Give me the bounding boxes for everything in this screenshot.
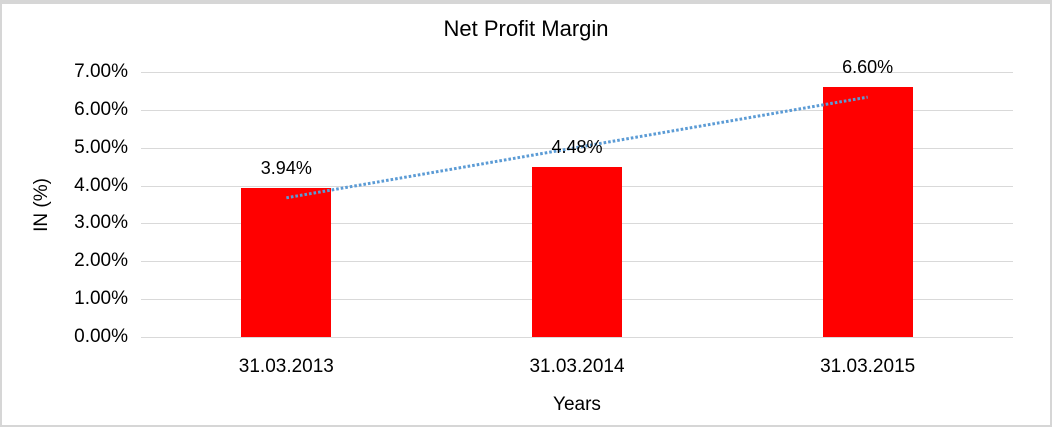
gridline: [141, 109, 1013, 111]
x-axis-title: Years: [553, 394, 601, 415]
y-tick-label: 3.00%: [74, 212, 128, 234]
gridline: [141, 72, 1013, 73]
x-category-label: 31.03.2013: [238, 356, 334, 377]
y-tick-label: 5.00%: [74, 136, 128, 158]
x-category-label: 31.03.2015: [820, 356, 916, 377]
gridline: [141, 337, 1013, 338]
value-label: 4.48%: [551, 137, 603, 158]
value-label: 6.60%: [842, 57, 894, 78]
y-tick-label: 2.00%: [74, 250, 128, 272]
y-tick-label: 6.00%: [74, 98, 128, 120]
bar-31.03.2014: [532, 167, 622, 337]
plot-area: [141, 72, 1013, 338]
y-tick-label: 7.00%: [74, 61, 128, 82]
value-label: 3.94%: [260, 157, 312, 178]
y-tick-label: 1.00%: [74, 288, 128, 310]
chart-title: Net Profit Margin: [443, 16, 609, 41]
bar-31.03.2015: [822, 87, 913, 337]
y-tick-label: 0.00%: [74, 326, 128, 347]
trendline: [286, 95, 868, 200]
y-tick-label: 4.00%: [74, 174, 128, 196]
bar-31.03.2013: [241, 187, 332, 337]
x-category-label: 31.03.2014: [529, 356, 625, 377]
